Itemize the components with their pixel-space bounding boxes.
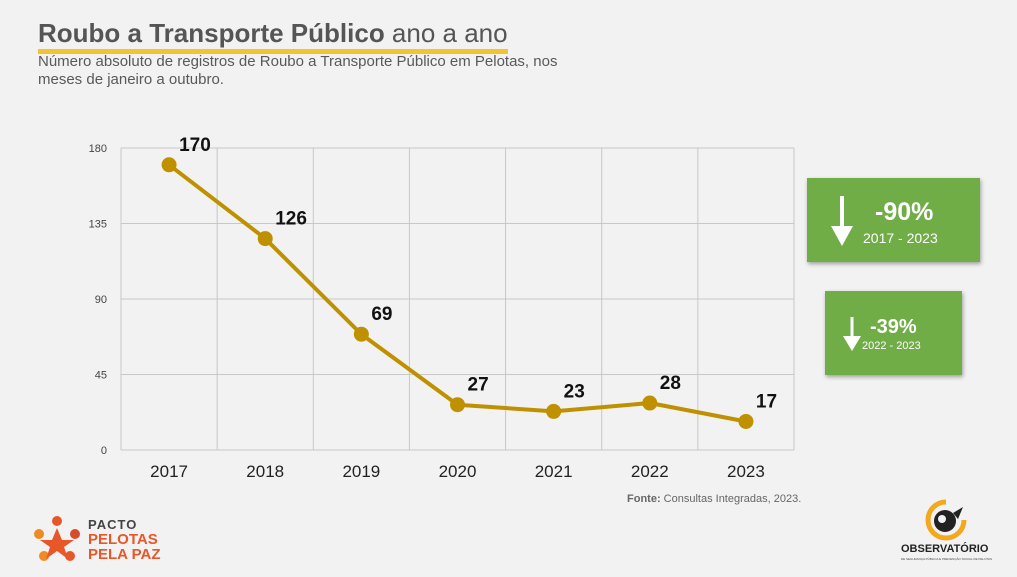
data-labels: 170 126 69 27 23 28 17 <box>179 135 777 413</box>
data-label: 27 <box>468 375 489 396</box>
x-tick-label: 2021 <box>535 462 573 481</box>
data-point <box>738 413 754 429</box>
pacto-logo-text: PACTO PELOTAS PELA PAZ <box>88 517 161 562</box>
data-point <box>161 157 177 173</box>
down-arrow-icon <box>843 317 861 351</box>
subtitle: Número absoluto de registros de Roubo a … <box>38 53 558 88</box>
y-tick-label: 45 <box>95 370 107 382</box>
y-tick-label: 135 <box>89 219 107 231</box>
y-tick-labels: 0 45 90 135 180 <box>89 143 107 457</box>
x-tick-label: 2017 <box>150 462 188 481</box>
observatorio-emblem-icon <box>925 499 967 541</box>
x-tick-labels: 2017 2018 2019 2020 2021 2022 2023 <box>150 462 765 481</box>
badge-percent: -90% <box>875 198 934 226</box>
change-badge-2017-2023: -90% 2017 - 2023 <box>807 178 980 262</box>
data-point <box>642 395 658 411</box>
page-title: Roubo a Transporte Público ano a ano <box>38 18 508 54</box>
data-point <box>353 326 369 342</box>
x-tick-label: 2023 <box>727 462 765 481</box>
observatorio-tagline: DE SEGURANÇA PÚBLICA E PREVENÇÃO SOCIAL … <box>901 557 993 561</box>
data-label: 28 <box>660 373 681 394</box>
down-arrow-icon <box>831 196 853 246</box>
title-bold: Roubo a Transporte Público <box>38 18 385 48</box>
title-wrap: Roubo a Transporte Público ano a ano <box>38 18 508 54</box>
logo-line-1: PACTO <box>88 517 138 532</box>
chart-grid <box>120 147 795 451</box>
data-label: 170 <box>179 135 211 156</box>
y-tick-label: 0 <box>101 445 107 457</box>
logo-line-2: PELOTAS <box>88 531 158 548</box>
data-point <box>450 397 465 413</box>
data-point <box>257 231 273 247</box>
source-note: Fonte: Consultas Integradas, 2023. <box>627 493 801 505</box>
y-tick-label: 90 <box>95 294 107 306</box>
source-text: Consultas Integradas, 2023. <box>660 493 802 505</box>
x-tick-label: 2022 <box>631 462 669 481</box>
badge-percent: -39% <box>870 316 917 338</box>
chart-series <box>161 157 754 429</box>
y-tick-label: 180 <box>89 143 107 155</box>
badge-range: 2017 - 2023 <box>863 230 938 246</box>
pacto-star-icon <box>34 516 80 561</box>
data-label: 126 <box>275 209 307 230</box>
data-point <box>546 403 562 419</box>
x-tick-label: 2020 <box>439 462 477 481</box>
data-label: 23 <box>564 381 585 402</box>
change-badge-2022-2023: -39% 2022 - 2023 <box>825 291 962 375</box>
data-label: 17 <box>756 391 777 412</box>
logo-line-3: PELA PAZ <box>88 546 161 563</box>
data-label: 69 <box>371 304 392 325</box>
observatorio-name: OBSERVATÓRIO <box>901 543 989 555</box>
x-tick-label: 2018 <box>246 462 284 481</box>
x-tick-label: 2019 <box>342 462 380 481</box>
title-rest: ano a ano <box>384 18 508 48</box>
badge-range: 2022 - 2023 <box>862 340 921 352</box>
source-label: Fonte: <box>627 493 661 505</box>
